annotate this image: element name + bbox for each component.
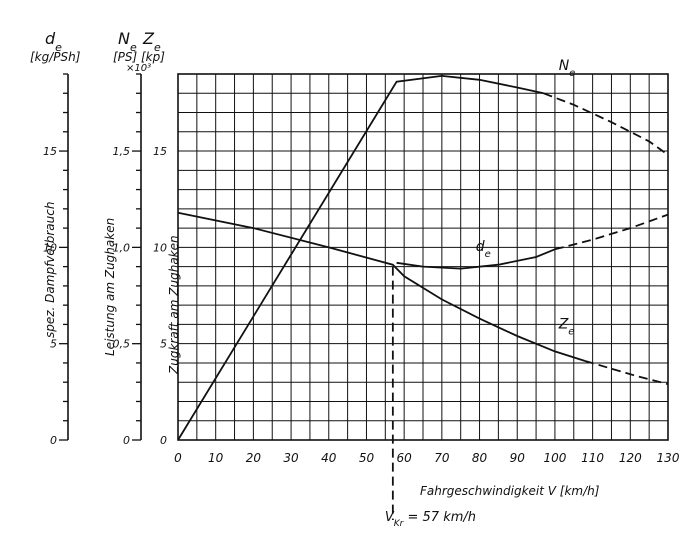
plot-frame <box>177 73 669 441</box>
axis-name-Z: Zugkraft am Zughaken <box>167 235 181 375</box>
x-tick-label: 100 <box>543 451 566 465</box>
y-tick-label: 15 <box>153 145 167 158</box>
y-axis-Ne: 0 0,5 1,0 1,5 <box>113 73 142 447</box>
axis-multiplier: ×10³ <box>126 63 151 74</box>
series-Ne-dashed <box>543 92 669 156</box>
series-Ze-solid <box>177 211 586 362</box>
series-Ne-solid <box>177 74 544 441</box>
axis-unit-N: [PS] <box>113 50 138 64</box>
x-tick-label: 60 <box>397 451 413 465</box>
axes: 0 5 10 15 0 0,5 1,0 1,5 0 5 10 15 <box>43 73 167 447</box>
grid <box>177 73 669 441</box>
y-tick-label: 1,0 <box>113 241 131 254</box>
y-tick-label: 5 <box>50 338 57 351</box>
series <box>177 74 669 520</box>
series-de-dashed <box>554 213 669 251</box>
x-tick-label: 110 <box>581 451 604 465</box>
y-tick-label: 0 <box>123 434 130 447</box>
x-tick-label: 80 <box>472 451 488 465</box>
x-tick-label: 30 <box>283 451 299 465</box>
axis-header-N: Ne <box>118 29 137 54</box>
series-Ze-dashed <box>584 360 669 385</box>
x-tick-label: 10 <box>208 451 224 465</box>
axis-header-d: de <box>45 29 62 54</box>
series-label-de: de <box>476 239 491 260</box>
y-tick-label: 10 <box>43 241 57 254</box>
x-tick-label: 130 <box>657 451 680 465</box>
labels: 0 10 20 30 40 50 60 70 80 90 100 110 120 130Fahrgesch… <box>30 29 680 529</box>
y-tick-label: 15 <box>43 145 57 158</box>
series-label-Ze: Ze <box>558 316 575 337</box>
axis-name-d: spez. Dampfverbrauch <box>43 202 57 338</box>
axis-name-N: Leistung am Zughaken <box>103 218 117 356</box>
x-tick-label: 50 <box>359 451 375 465</box>
series-label-Ne: Ne <box>559 58 576 79</box>
x-tick-label: 120 <box>619 451 642 465</box>
axis-unit-Z: [kp] <box>141 50 165 64</box>
y-tick-label: 10 <box>153 241 167 254</box>
y-axis-de: 0 5 10 15 <box>43 73 69 447</box>
y-tick-label: 0,5 <box>113 338 131 351</box>
x-tick-label: 40 <box>321 451 337 465</box>
y-tick-label: 1,5 <box>113 145 131 158</box>
x-axis-label: Fahrgeschwindigkeit V [km/h] <box>420 484 600 498</box>
x-tick-label: 90 <box>510 451 526 465</box>
y-tick-label: 0 <box>50 434 57 447</box>
series-de-solid <box>396 248 556 270</box>
x-tick-label: 0 <box>174 451 182 465</box>
y-tick-label: 5 <box>160 338 167 351</box>
axis-header-Z: Ze <box>142 29 161 54</box>
critical-speed-label: VKr = 57 km/h <box>385 510 476 529</box>
axis-unit-d: [kg/PSh] <box>30 50 81 64</box>
x-tick-label: 70 <box>434 451 450 465</box>
y-tick-label: 0 <box>160 434 167 447</box>
y-axis-Ze: 0 5 10 15 <box>153 145 167 447</box>
x-tick-label: 20 <box>246 451 262 465</box>
